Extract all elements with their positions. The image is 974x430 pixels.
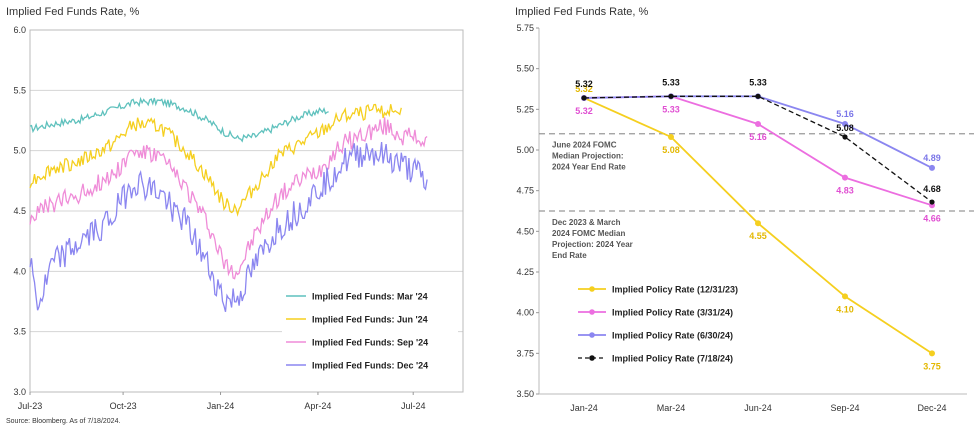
series-line [583, 95, 933, 207]
reference-label: Projection: 2024 Year [552, 240, 633, 249]
data-label: 5.32 [575, 79, 593, 89]
data-label: 5.16 [836, 109, 854, 119]
legend-label: Implied Policy Rate (12/31/23) [612, 285, 738, 295]
series-line [29, 117, 428, 280]
data-label: 4.55 [749, 231, 767, 241]
source-note: Source: Bloomberg. As of 7/18/2024. [6, 418, 121, 425]
legend-label: Implied Policy Rate (7/18/24) [612, 354, 733, 364]
legend-marker [589, 286, 595, 292]
reference-label: Median Projection: [552, 152, 624, 161]
y-tick-label: 5.5 [13, 85, 26, 95]
data-label: 5.33 [749, 77, 767, 87]
reference-label: End Rate [552, 251, 587, 260]
reference-label: Dec 2023 & March [552, 218, 621, 227]
data-label: 5.33 [662, 77, 680, 87]
data-label: 5.32 [575, 84, 593, 94]
right-chart-title: Implied Fed Funds Rate, % [515, 6, 649, 18]
y-tick-label: 4.50 [516, 226, 534, 236]
data-point [842, 134, 848, 140]
y-tick-label: 5.50 [516, 64, 534, 74]
legend-label: Implied Fed Funds: Dec '24 [312, 361, 428, 371]
x-tick-label: Sep-24 [830, 403, 859, 413]
legend-label: Implied Policy Rate (6/30/24) [612, 331, 733, 341]
reference-label: June 2024 FOMC [552, 141, 617, 150]
data-point [668, 133, 674, 140]
legend-label: Implied Fed Funds: Mar '24 [312, 292, 428, 302]
data-point [755, 220, 761, 227]
y-tick-label: 5.0 [13, 146, 26, 156]
x-tick-label: Jul-23 [18, 401, 43, 411]
legend-marker [589, 332, 595, 338]
data-label: 5.08 [662, 145, 680, 155]
data-point [755, 120, 761, 127]
y-tick-label: 3.75 [516, 348, 534, 358]
data-label: 5.08 [836, 123, 854, 133]
left-chart: Implied Fed Funds Rate, % 3.0 3.5 4.0 4.5 5.… [0, 0, 470, 418]
data-label: 4.66 [923, 213, 941, 223]
y-tick-label: 3.5 [13, 327, 26, 337]
legend-box [282, 288, 458, 386]
data-point [581, 95, 587, 101]
right-chart: Implied Fed Funds Rate, % 3.50 3.75 4.00 4.… [505, 0, 974, 418]
left-chart-plot: 3.0 3.5 4.0 4.5 5.0 5.5 6.0 Jul-23 Oct-23 Jan-24 A… [13, 25, 464, 411]
data-point [668, 93, 674, 99]
data-label: 4.83 [836, 186, 854, 196]
data-point [755, 93, 761, 99]
data-label: 5.32 [575, 106, 593, 116]
y-tick-label: 3.0 [13, 387, 26, 397]
data-label: 4.89 [923, 153, 941, 163]
right-chart-plot: 3.50 3.75 4.00 4.25 4.50 4.75 5.00 5.25 5.50 5.75… [516, 23, 974, 413]
x-tick-label: Jun-24 [744, 403, 772, 413]
series-line [29, 103, 402, 217]
data-label: 5.33 [662, 104, 680, 114]
y-tick-label: 4.00 [516, 308, 534, 318]
data-label: 4.10 [836, 304, 854, 314]
x-tick-label: Dec-24 [917, 403, 946, 413]
data-point [842, 293, 848, 300]
y-tick-label: 4.5 [13, 206, 26, 216]
x-tick-label: Oct-23 [110, 401, 137, 411]
series-line [29, 96, 329, 143]
data-point [842, 120, 848, 127]
series-line [583, 95, 933, 203]
y-tick-label: 5.25 [516, 104, 534, 114]
legend-label: Implied Fed Funds: Sep '24 [312, 338, 428, 348]
series-line [29, 142, 428, 312]
data-point [929, 199, 935, 205]
legend-marker [589, 309, 595, 315]
y-tick-label: 4.0 [13, 266, 26, 276]
data-point [929, 350, 935, 357]
data-label: 5.16 [749, 132, 767, 142]
x-tick-label: Jan-24 [570, 403, 598, 413]
reference-label: 2024 Year End Rate [552, 163, 626, 172]
reference-label: 2024 FOMC Median [552, 229, 625, 238]
x-tick-label: Jul-24 [401, 401, 426, 411]
data-point [929, 164, 935, 171]
legend-label: Implied Policy Rate (3/31/24) [612, 308, 733, 318]
data-point [842, 174, 848, 181]
data-label: 4.68 [923, 184, 941, 194]
y-tick-label: 3.50 [516, 389, 534, 399]
plot-frame [29, 29, 464, 393]
left-chart-title: Implied Fed Funds Rate, % [6, 6, 140, 18]
y-tick-label: 6.0 [13, 25, 26, 35]
legend-marker [589, 355, 595, 361]
legend-label: Implied Fed Funds: Jun '24 [312, 315, 428, 325]
x-tick-label: Mar-24 [657, 403, 686, 413]
y-tick-label: 4.25 [516, 267, 534, 277]
y-tick-label: 4.75 [516, 186, 534, 196]
y-tick-label: 5.00 [516, 145, 534, 155]
y-tick-label: 5.75 [516, 23, 534, 33]
data-label: 3.75 [923, 361, 941, 371]
x-tick-label: Jan-24 [207, 401, 235, 411]
x-tick-label: Apr-24 [304, 401, 331, 411]
